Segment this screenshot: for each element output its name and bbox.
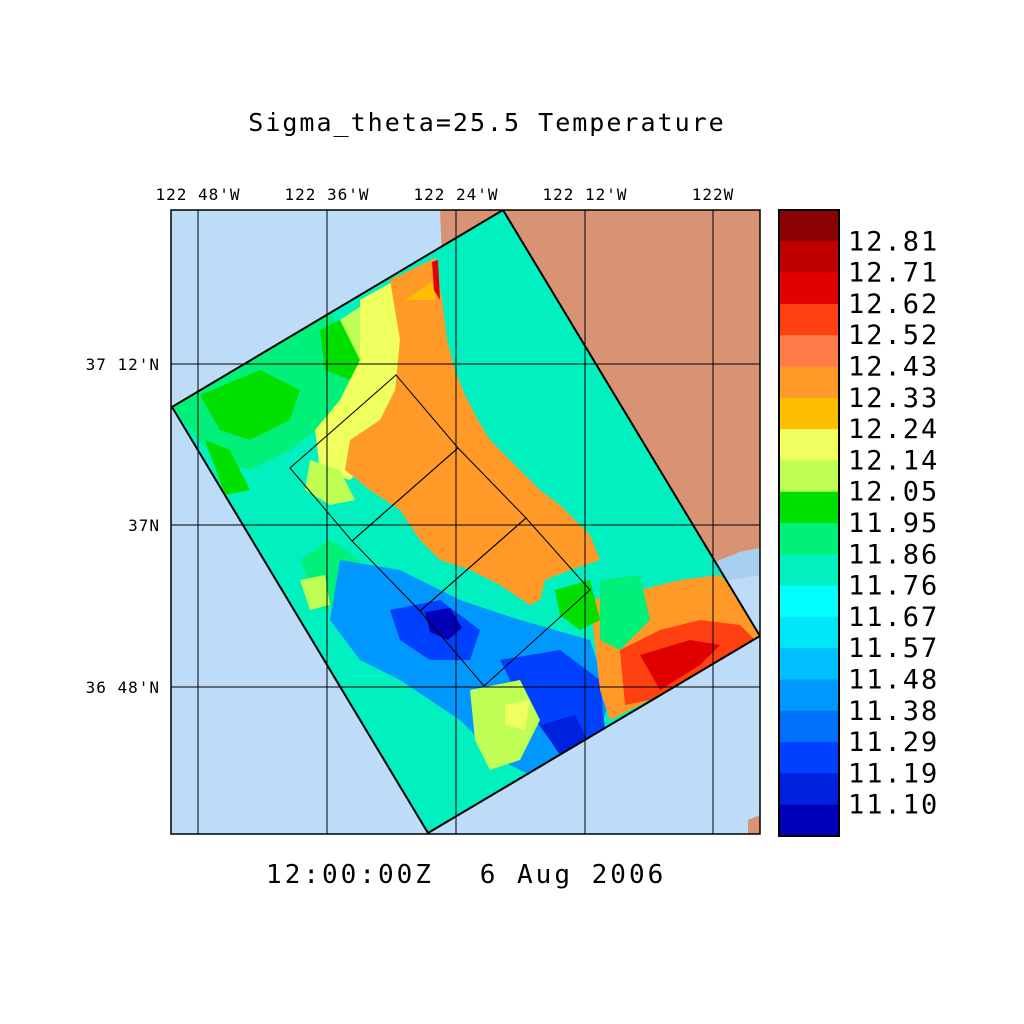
colorbar-swatch (779, 272, 839, 305)
colorbar-swatch (779, 616, 839, 649)
colorbar-swatch (779, 585, 839, 618)
x-tick-label: 122 12'W (542, 185, 627, 204)
colorbar: 12.8112.7112.6212.5212.4312.3312.2412.14… (778, 209, 939, 837)
colorbar-label: 12.81 (848, 226, 939, 257)
colorbar-label: 11.86 (848, 539, 939, 570)
colorbar-swatch (779, 710, 839, 743)
colorbar-label: 12.14 (848, 445, 939, 476)
x-tick-label: 122 24'W (413, 185, 498, 204)
colorbar-label: 11.95 (848, 508, 939, 539)
colorbar-swatch (779, 554, 839, 587)
colorbar-swatch (779, 804, 839, 837)
x-tick-label: 122 48'W (155, 185, 240, 204)
y-tick-label: 37N (128, 516, 160, 535)
colorbar-label: 12.52 (848, 320, 939, 351)
colorbar-swatch (779, 335, 839, 367)
colorbar-swatch (779, 491, 839, 524)
colorbar-swatch (779, 366, 839, 399)
colorbar-swatch (779, 773, 839, 806)
map-title: Sigma_theta=25.5 Temperature (248, 108, 725, 137)
y-tick-labels: 37 12'N 37N 36 48'N (86, 355, 160, 697)
colorbar-label: 11.10 (848, 790, 939, 821)
colorbar-swatch (779, 429, 839, 461)
map-area (171, 210, 760, 834)
map-frame (170, 209, 761, 835)
colorbar-label: 12.05 (848, 477, 939, 508)
colorbar-swatch (779, 241, 839, 274)
colorbar-label: 12.24 (848, 414, 939, 445)
domain-outline (171, 210, 760, 834)
colorbar-swatch (779, 648, 839, 680)
colorbar-label: 11.29 (848, 727, 939, 758)
colorbar-swatch (779, 397, 839, 430)
y-tick-label: 37 12'N (86, 355, 160, 374)
colorbar-label: 11.57 (848, 633, 939, 664)
colorbar-swatch (779, 523, 839, 555)
colorbar-label: 11.38 (848, 696, 939, 727)
colorbar-swatch (779, 679, 839, 712)
colorbar-label: 11.76 (848, 571, 939, 602)
colorbar-swatch (779, 742, 839, 774)
inner-boxes (289, 374, 591, 687)
graticule (171, 210, 760, 834)
y-tick-label: 36 48'N (86, 678, 160, 697)
colorbar-label: 11.19 (848, 758, 939, 789)
colorbar-label: 11.48 (848, 665, 939, 696)
colorbar-label: 11.67 (848, 602, 939, 633)
x-tick-labels: 122 48'W 122 36'W 122 24'W 122 12'W 122W (155, 185, 735, 204)
land-islet (748, 815, 760, 834)
colorbar-label: 12.43 (848, 352, 939, 383)
timestamp-time: 12:00:00Z (266, 860, 434, 890)
timestamp-date: 6 Aug 2006 (480, 860, 667, 890)
colorbar-label: 12.33 (848, 383, 939, 414)
x-tick-label: 122W (692, 185, 735, 204)
colorbar-swatch (779, 303, 839, 336)
colorbar-swatch (779, 460, 839, 493)
colorbar-border (778, 209, 840, 837)
colorbar-label: 12.71 (848, 258, 939, 289)
x-tick-label: 122 36'W (284, 185, 369, 204)
colorbar-swatch (779, 210, 839, 242)
colorbar-label: 12.62 (848, 289, 939, 320)
